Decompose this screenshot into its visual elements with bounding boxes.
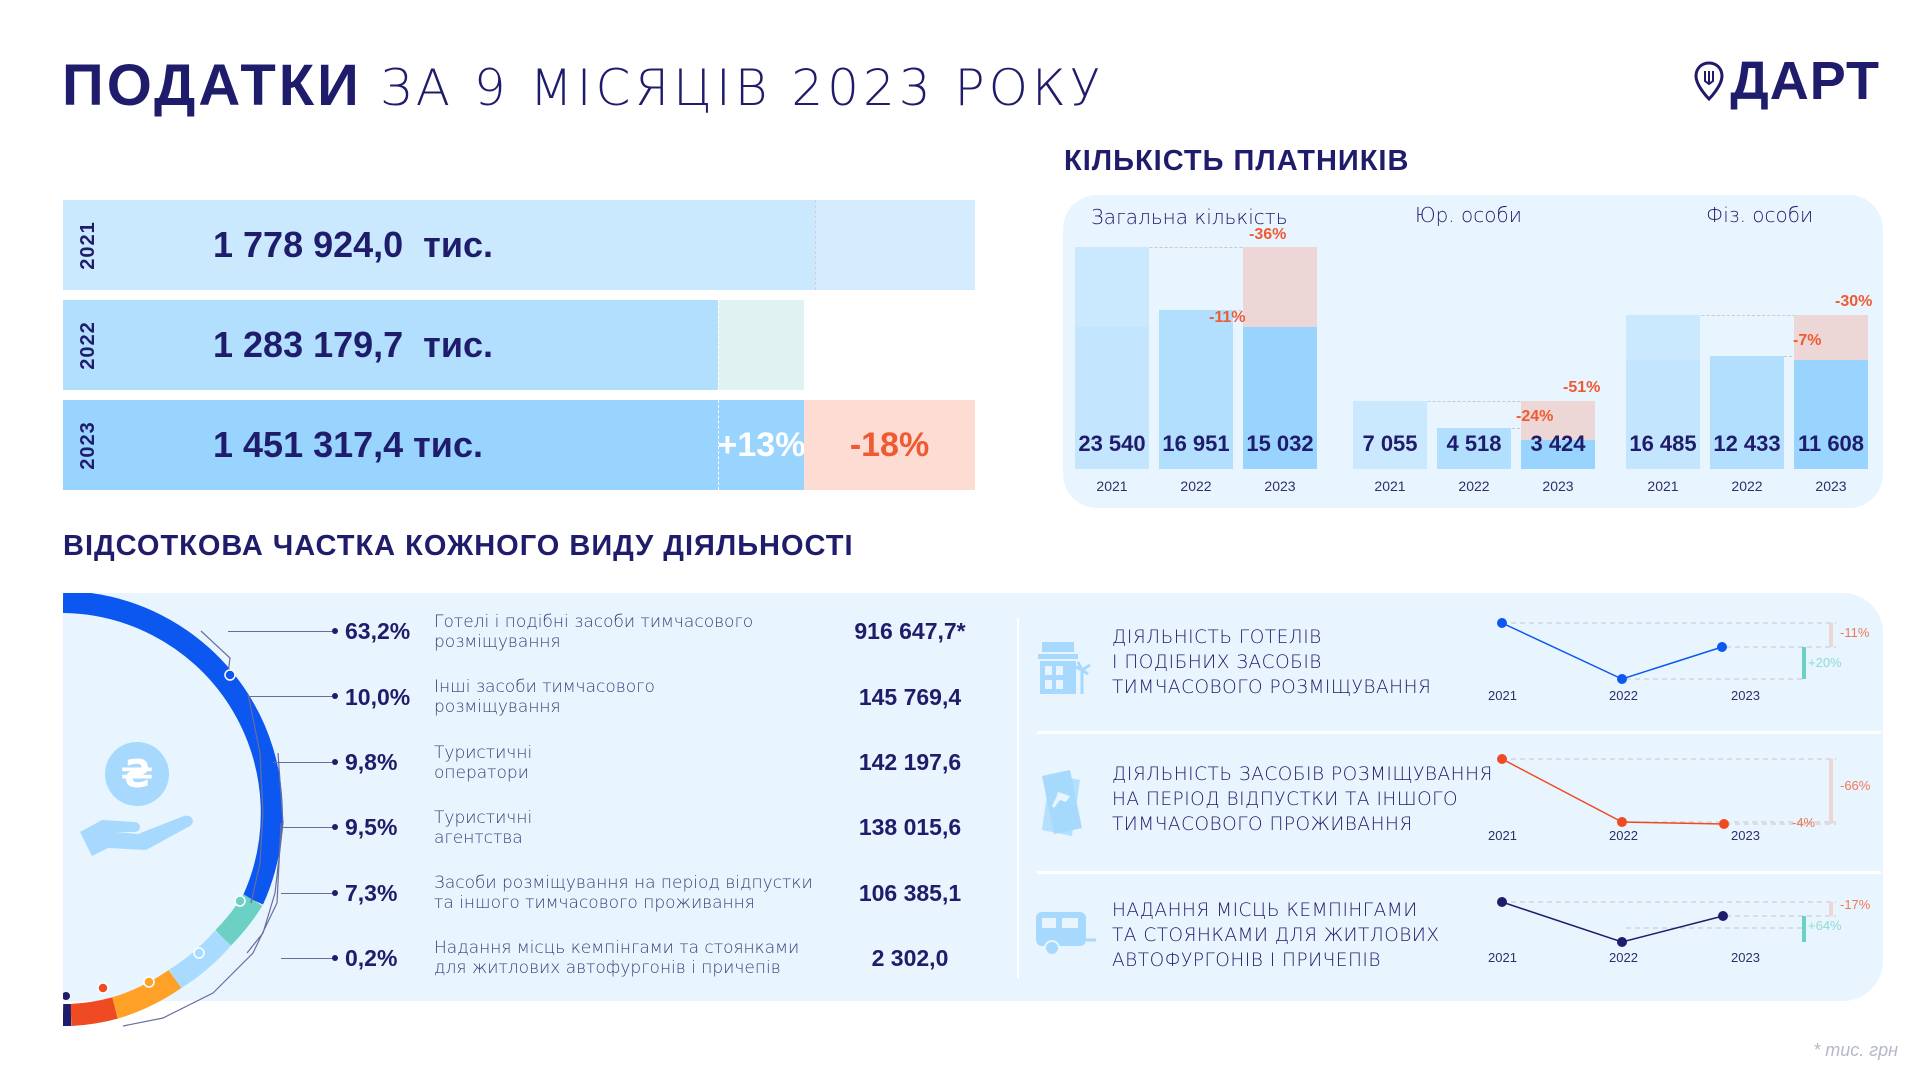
share-amount: 142 197,6 bbox=[858, 749, 962, 775]
hand-coin-icon: ₴ bbox=[80, 742, 193, 856]
bar-individual-2023: 11 608 bbox=[1794, 360, 1868, 469]
year-label: 2022 bbox=[76, 320, 99, 370]
tax-row-2022: 2022 1 283 179,7 тис. bbox=[63, 300, 804, 390]
logo: ДАРТ bbox=[1694, 50, 1880, 112]
location-pin-icon bbox=[1694, 61, 1724, 101]
pct-individual-vs-2021: -30% bbox=[1835, 293, 1873, 310]
share-amount: 145 769,4 bbox=[858, 684, 962, 710]
activity-title-camping: НАДАННЯ МІСЦЬ КЕМПІНГАМИ ТА СТОЯНКАМИ ДЛЯ… bbox=[1112, 900, 1440, 971]
share-amount: 138 015,6 bbox=[858, 814, 962, 840]
logo-text: ДАРТ bbox=[1730, 51, 1880, 111]
share-label: Надання місць кемпінгами та стоянками для… bbox=[434, 938, 800, 978]
bar-legal-2021: 7 055 bbox=[1353, 401, 1427, 469]
change-vs-2022: +13% bbox=[718, 400, 805, 490]
share-label: Туристичні агентства bbox=[434, 808, 533, 848]
share-pct: 0,2% bbox=[345, 945, 398, 971]
share-pct: 9,8% bbox=[345, 749, 398, 775]
page-title: ПОДАТКИ ЗА 9 МІСЯЦІВ 2023 РОКУ bbox=[62, 52, 1104, 119]
bar-legal-decline bbox=[1521, 401, 1595, 440]
share-label: Туристичні оператори bbox=[434, 743, 533, 783]
bar-legal-2023: 3 424 bbox=[1521, 431, 1595, 469]
share-pct: 63,2% bbox=[345, 618, 411, 644]
tax-value: 1 283 179,7 тис. bbox=[213, 324, 493, 365]
share-label: Засоби розміщування на період відпустки т… bbox=[434, 873, 813, 913]
camper-trailer-icon bbox=[1036, 912, 1096, 956]
bar-individual-decline bbox=[1794, 315, 1868, 360]
activity-title-vacation: ДІЯЛЬНІСТЬ ЗАСОБІВ РОЗМІЩУВАННЯ НА ПЕРІОД… bbox=[1112, 764, 1493, 835]
svg-text:₴: ₴ bbox=[121, 752, 154, 796]
year-label: 2021 bbox=[76, 220, 99, 270]
share-amount: 916 647,7* bbox=[854, 618, 966, 644]
group-label-total: Загальна кількість bbox=[1091, 205, 1288, 229]
year-label: 2023 bbox=[76, 420, 99, 470]
bar-remainder bbox=[815, 200, 975, 290]
group-label-legal: Юр. особи bbox=[1415, 203, 1522, 227]
payers-panel: Загальна кількість Юр. особи Фіз. особи … bbox=[1063, 195, 1883, 508]
share-label: Готелі і подібні засоби тимчасового розмі… bbox=[434, 612, 754, 652]
bar-total-2023: 15 032 bbox=[1243, 327, 1317, 469]
share-panel bbox=[63, 593, 1883, 1001]
change-vs-2021: -18% bbox=[804, 400, 975, 490]
share-amount: 2 302,0 bbox=[871, 945, 949, 971]
tax-row-2023: +13% -18% 2023 1 451 317,4 тис. bbox=[63, 400, 975, 490]
bar-individual-2021: 16 485 bbox=[1626, 315, 1700, 469]
title-bold: ПОДАТКИ bbox=[62, 53, 362, 118]
footnote: * тис. грн bbox=[1813, 1040, 1898, 1060]
bar-total-decline bbox=[1243, 247, 1317, 327]
line-chart-hotels bbox=[1497, 618, 1836, 684]
share-pct: 7,3% bbox=[345, 880, 398, 906]
pct-total-vs-2021: -36% bbox=[1249, 226, 1287, 243]
tax-value: 1 778 924,0 тис. bbox=[213, 224, 493, 265]
bar-total-2022: 16 951 bbox=[1159, 310, 1233, 469]
pct-total-vs-2022: -11% bbox=[1209, 309, 1246, 326]
share-label: Інші засоби тимчасового розміщування bbox=[434, 677, 655, 717]
bar-individual-2022: 12 433 bbox=[1710, 356, 1784, 469]
pct-legal-vs-2022: -24% bbox=[1516, 408, 1554, 425]
share-pct: 9,5% bbox=[345, 814, 398, 840]
share-amount: 106 385,1 bbox=[858, 880, 962, 906]
group-label-individual: Фіз. особи bbox=[1706, 203, 1814, 227]
hotel-icon bbox=[1038, 642, 1091, 694]
share-donut-chart bbox=[63, 593, 284, 1027]
title-light: ЗА 9 МІСЯЦІВ 2023 РОКУ bbox=[380, 59, 1105, 117]
bar-legal-2022: 4 518 bbox=[1437, 428, 1511, 469]
bar-total-2021: 23 540 bbox=[1075, 247, 1149, 469]
line-chart-vacation bbox=[1497, 754, 1836, 829]
plane-ticket-icon bbox=[1042, 770, 1082, 836]
payers-heading: КІЛЬКІСТЬ ПЛАТНИКІВ bbox=[1064, 145, 1410, 177]
activity-title-hotels: ДІЯЛЬНІСТЬ ГОТЕЛІВ І ПОДІБНИХ ЗАСОБІВ ТИМЧ… bbox=[1112, 627, 1432, 698]
pct-individual-vs-2022: -7% bbox=[1793, 332, 1822, 349]
share-heading: ВІДСОТКОВА ЧАСТКА КОЖНОГО ВИДУ ДІЯЛЬНОСТ… bbox=[63, 530, 854, 562]
tax-row-2021: 2021 1 778 924,0 тис. bbox=[63, 200, 975, 290]
line-chart-camping bbox=[1497, 897, 1836, 947]
increase-segment bbox=[718, 300, 804, 390]
share-pct: 10,0% bbox=[345, 684, 411, 710]
pct-legal-vs-2021: -51% bbox=[1563, 379, 1601, 396]
tax-value: 1 451 317,4 тис. bbox=[213, 424, 483, 465]
